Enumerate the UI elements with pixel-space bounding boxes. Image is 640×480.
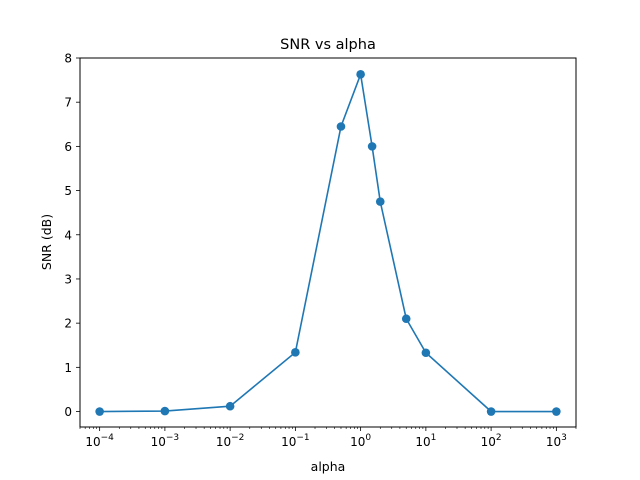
data-point — [552, 407, 561, 416]
x-tick-label: 10−4 — [85, 433, 114, 449]
data-point — [486, 407, 496, 416]
y-tick-label: 6 — [64, 140, 72, 154]
x-axis-label: alpha — [311, 459, 346, 474]
data-point — [401, 314, 411, 324]
y-tick-label: 7 — [64, 96, 72, 110]
x-tick-label: 103 — [546, 433, 567, 449]
chart-title: SNR vs alpha — [280, 37, 376, 53]
data-point — [291, 348, 300, 357]
x-tick-label: 10−2 — [216, 433, 245, 449]
data-point — [375, 197, 385, 206]
data-series — [95, 70, 561, 416]
data-point — [160, 406, 170, 416]
series-line — [99, 71, 557, 413]
x-tick-label: 100 — [350, 433, 371, 449]
y-tick-label: 3 — [64, 272, 72, 286]
x-tick-label: 10−1 — [281, 433, 310, 449]
y-tick-label: 2 — [64, 317, 72, 331]
y-tick-label: 0 — [64, 405, 72, 419]
data-point — [225, 401, 235, 411]
x-tick-label: 101 — [415, 433, 436, 449]
data-point — [95, 407, 104, 416]
x-tick-label: 102 — [481, 433, 502, 449]
plot-frame — [79, 57, 577, 428]
x-tick-label: 10−3 — [151, 433, 180, 449]
y-tick-label: 4 — [64, 228, 72, 242]
y-axis-ticks: 0 1 2 3 4 5 6 7 8 — [64, 52, 80, 419]
data-point — [367, 142, 377, 151]
x-axis-ticks: 10−4 10−3 10−2 10−1 100 101 102 103 — [79, 427, 577, 449]
y-axis-label: SNR (dB) — [39, 214, 54, 270]
y-tick-label: 1 — [64, 361, 72, 375]
data-point — [336, 122, 346, 131]
y-tick-label: 5 — [64, 184, 72, 198]
y-tick-label: 8 — [64, 52, 72, 66]
data-point — [421, 348, 431, 358]
data-point — [356, 70, 365, 79]
